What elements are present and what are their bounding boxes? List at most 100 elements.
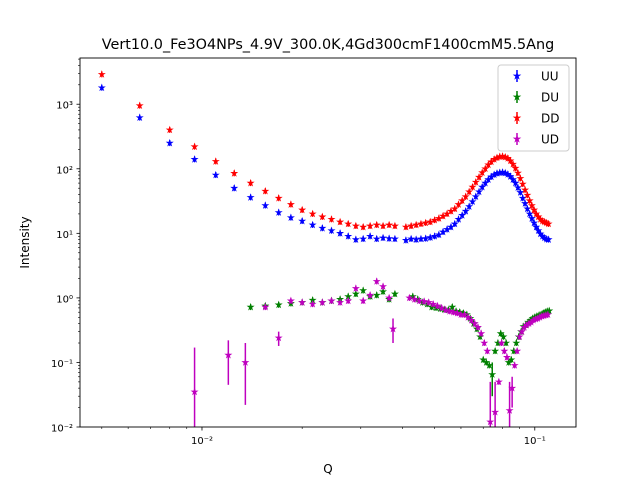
data-point-dd	[542, 218, 551, 227]
data-point-uu	[538, 232, 547, 240]
data-point-ud	[441, 305, 450, 314]
data-point-uu	[484, 175, 493, 183]
data-point-du	[482, 358, 491, 366]
data-point-dd	[443, 209, 452, 218]
data-point-ud	[274, 333, 283, 342]
data-point-ud	[527, 318, 536, 326]
chart-title: Vert10.0_Fe3O4NPs_4.9V_300.0K,4Gd300cmF1…	[102, 37, 554, 53]
data-point-uu	[379, 233, 388, 242]
data-point-dd	[471, 177, 480, 186]
legend-label-ud: UD	[541, 133, 559, 147]
data-point-ud	[529, 316, 538, 324]
data-point-dd	[503, 154, 512, 162]
data-point-dd	[478, 168, 487, 177]
x-axis-label: Q	[323, 462, 332, 476]
data-point-ud	[456, 310, 465, 319]
data-point-dd	[308, 209, 317, 218]
data-point-ud	[508, 383, 517, 392]
data-point-ud	[344, 296, 353, 305]
data-point-du	[466, 314, 475, 322]
data-point-uu	[246, 193, 255, 201]
data-point-du	[408, 292, 417, 300]
data-point-ud	[424, 298, 433, 306]
plot-frame	[79, 57, 577, 428]
data-point-uu	[458, 211, 467, 219]
data-point-dd	[366, 221, 375, 230]
data-point-du	[488, 370, 497, 378]
data-point-ud	[515, 332, 524, 341]
data-point-ud	[494, 377, 503, 386]
data-point-ud	[502, 353, 511, 361]
data-point-uu	[530, 218, 539, 227]
data-point-du	[504, 358, 513, 366]
data-point-uu	[501, 168, 510, 177]
data-point-du	[418, 298, 427, 306]
data-point-dd	[298, 205, 307, 214]
data-point-du	[459, 308, 468, 317]
x-tick-label: 10⁻¹	[524, 436, 546, 447]
data-point-du	[452, 307, 461, 315]
data-point-uu	[525, 209, 534, 218]
data-point-dd	[190, 142, 199, 151]
data-point-dd	[468, 182, 477, 191]
y-tick-label: 10³	[56, 101, 73, 112]
data-point-du	[532, 312, 541, 320]
series-uu	[97, 83, 553, 244]
data-point-uu	[298, 216, 307, 225]
data-point-uu	[503, 170, 512, 178]
data-point-dd	[540, 217, 549, 226]
data-point-dd	[536, 215, 545, 223]
data-point-ud	[449, 308, 458, 316]
data-point-du	[545, 306, 554, 315]
data-point-ud	[429, 299, 438, 308]
data-point-dd	[544, 219, 553, 228]
data-point-dd	[261, 186, 270, 195]
data-point-ud	[308, 299, 317, 308]
data-point-ud	[415, 296, 424, 305]
data-point-uu	[97, 83, 106, 92]
data-point-dd	[446, 207, 455, 215]
data-point-ud	[500, 346, 509, 355]
data-point-dd	[390, 221, 399, 230]
data-point-ud	[537, 312, 546, 320]
data-point-dd	[458, 196, 467, 205]
data-point-ud	[543, 310, 552, 319]
data-point-ud	[483, 346, 492, 355]
data-point-ud	[190, 387, 199, 396]
data-point-ud	[510, 361, 519, 369]
data-point-dd	[508, 159, 517, 168]
data-point-uu	[478, 182, 487, 191]
data-point-ud	[497, 338, 506, 347]
data-point-dd	[407, 221, 416, 230]
data-point-uu	[521, 199, 530, 207]
y-tick-label: 10⁻¹	[51, 359, 73, 370]
data-point-ud	[437, 303, 446, 312]
data-point-ud	[453, 308, 462, 317]
data-point-dd	[351, 221, 360, 230]
data-point-dd	[359, 222, 368, 231]
data-point-uu	[465, 202, 474, 210]
data-point-uu	[211, 170, 220, 179]
data-point-dd	[165, 125, 174, 134]
data-point-uu	[385, 234, 394, 242]
data-point-dd	[454, 200, 463, 208]
data-point-uu	[446, 222, 455, 231]
data-point-dd	[439, 211, 448, 220]
data-point-du	[491, 346, 500, 355]
data-point-uu	[434, 230, 443, 239]
data-point-dd	[475, 173, 484, 181]
data-point-ud	[298, 298, 307, 306]
data-point-du	[539, 308, 548, 317]
data-point-ud	[420, 297, 429, 305]
data-point-uu	[135, 113, 144, 122]
data-point-du	[344, 292, 353, 300]
data-point-ud	[359, 296, 368, 305]
data-point-uu	[518, 194, 527, 202]
data-point-uu	[493, 169, 501, 177]
data-point-dd	[501, 152, 510, 161]
data-point-uu	[506, 172, 515, 180]
data-point-ud	[327, 296, 336, 305]
data-point-ud	[405, 293, 414, 302]
data-point-dd	[530, 205, 539, 214]
data-point-uu	[495, 168, 504, 177]
